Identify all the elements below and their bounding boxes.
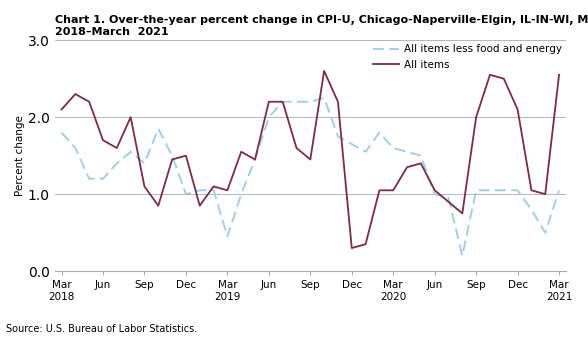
- All items less food and energy: [403, 150, 410, 154]
- All items less food and energy: [99, 177, 106, 181]
- All items: [58, 108, 65, 112]
- All items: [307, 157, 314, 161]
- All items less food and energy: [293, 100, 300, 104]
- All items: [459, 211, 466, 215]
- All items less food and energy: [252, 157, 259, 161]
- All items less food and energy: [417, 154, 425, 158]
- All items: [473, 115, 480, 119]
- All items less food and energy: [307, 100, 314, 104]
- All items: [210, 184, 217, 188]
- All items: [182, 154, 189, 158]
- All items: [99, 138, 106, 142]
- All items: [445, 200, 452, 204]
- All items: [500, 76, 507, 81]
- All items less food and energy: [72, 146, 79, 150]
- All items: [113, 146, 121, 150]
- Line: All items less food and energy: All items less food and energy: [62, 98, 559, 256]
- All items: [542, 192, 549, 196]
- All items less food and energy: [500, 188, 507, 192]
- Y-axis label: Percent change: Percent change: [15, 115, 25, 196]
- All items less food and energy: [362, 150, 369, 154]
- All items less food and energy: [528, 208, 535, 212]
- All items less food and energy: [169, 154, 176, 158]
- All items less food and energy: [376, 130, 383, 134]
- All items: [141, 184, 148, 188]
- All items less food and energy: [348, 142, 355, 146]
- All items: [528, 188, 535, 192]
- All items: [279, 100, 286, 104]
- Line: All items: All items: [62, 71, 559, 248]
- All items: [72, 92, 79, 96]
- All items less food and energy: [390, 146, 397, 150]
- All items less food and energy: [113, 161, 121, 165]
- All items less food and energy: [459, 254, 466, 258]
- All items less food and energy: [155, 127, 162, 131]
- All items less food and energy: [182, 192, 189, 196]
- All items: [348, 246, 355, 250]
- All items less food and energy: [445, 196, 452, 200]
- All items less food and energy: [279, 100, 286, 104]
- All items: [86, 100, 93, 104]
- All items less food and energy: [58, 130, 65, 134]
- All items less food and energy: [265, 115, 272, 119]
- All items less food and energy: [238, 192, 245, 196]
- All items: [556, 73, 563, 77]
- All items: [224, 188, 231, 192]
- All items: [293, 146, 300, 150]
- All items: [320, 69, 328, 73]
- All items: [486, 73, 493, 77]
- Text: Chart 1. Over-the-year percent change in CPI-U, Chicago-Naperville-Elgin, IL-IN-: Chart 1. Over-the-year percent change in…: [55, 15, 588, 37]
- All items: [155, 204, 162, 208]
- All items: [431, 188, 438, 192]
- All items: [514, 108, 521, 112]
- All items less food and energy: [556, 188, 563, 192]
- All items: [417, 161, 425, 165]
- All items: [362, 242, 369, 246]
- All items less food and energy: [86, 177, 93, 181]
- All items less food and energy: [473, 188, 480, 192]
- All items less food and energy: [486, 188, 493, 192]
- All items less food and energy: [210, 188, 217, 192]
- All items less food and energy: [320, 96, 328, 100]
- All items less food and energy: [542, 231, 549, 235]
- All items: [403, 165, 410, 169]
- All items less food and energy: [141, 161, 148, 165]
- All items less food and energy: [514, 188, 521, 192]
- All items: [335, 100, 342, 104]
- All items: [265, 100, 272, 104]
- Text: Source: U.S. Bureau of Labor Statistics.: Source: U.S. Bureau of Labor Statistics.: [6, 324, 197, 334]
- All items less food and energy: [127, 150, 134, 154]
- All items: [196, 204, 203, 208]
- All items less food and energy: [196, 188, 203, 192]
- All items less food and energy: [224, 235, 231, 239]
- All items: [238, 150, 245, 154]
- Legend: All items less food and energy, All items: All items less food and energy, All item…: [369, 40, 566, 74]
- All items: [376, 188, 383, 192]
- All items: [252, 157, 259, 161]
- All items: [390, 188, 397, 192]
- All items: [169, 157, 176, 161]
- All items less food and energy: [335, 134, 342, 139]
- All items less food and energy: [431, 192, 438, 196]
- All items: [127, 115, 134, 119]
